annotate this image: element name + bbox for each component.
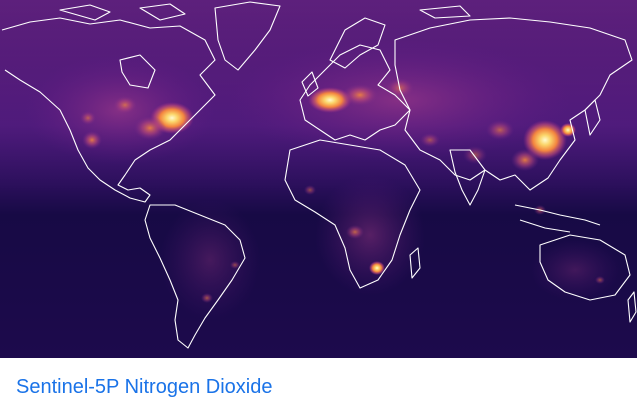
coast-north-america xyxy=(1,17,216,203)
coast-arctic-islands xyxy=(59,3,471,21)
coast-indonesia xyxy=(514,204,601,233)
dataset-title-link[interactable]: Sentinel-5P Nitrogen Dioxide xyxy=(16,376,273,398)
coast-scandinavia xyxy=(329,17,386,69)
coast-asia xyxy=(394,17,633,191)
coast-madagascar xyxy=(409,247,421,279)
coast-africa xyxy=(284,139,421,289)
coast-new-zealand xyxy=(627,291,637,323)
coast-greenland xyxy=(214,1,281,71)
coast-india xyxy=(449,149,486,206)
dataset-thumbnail[interactable] xyxy=(0,0,637,358)
coastlines xyxy=(1,1,637,349)
coast-south-america xyxy=(144,204,246,349)
coast-hudson-bay xyxy=(119,54,156,89)
coast-british-isles xyxy=(301,71,319,97)
coast-japan xyxy=(584,99,601,136)
no2-hotspots xyxy=(80,78,605,303)
coast-australia xyxy=(539,234,631,301)
coast-europe xyxy=(299,44,411,141)
no2-world-map xyxy=(0,0,637,358)
